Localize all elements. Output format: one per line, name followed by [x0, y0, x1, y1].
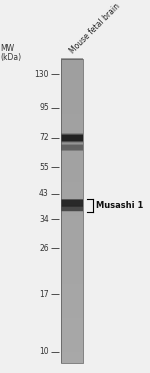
Bar [60, 144, 82, 151]
Bar [60, 133, 82, 143]
Bar [60, 59, 82, 363]
Text: 26: 26 [39, 244, 49, 253]
Bar [60, 198, 82, 207]
Text: 43: 43 [39, 189, 49, 198]
Bar [60, 134, 82, 142]
Text: 34: 34 [39, 215, 49, 224]
Text: 95: 95 [39, 103, 49, 113]
Text: 72: 72 [39, 134, 49, 142]
Bar [60, 207, 82, 211]
Text: 17: 17 [39, 290, 49, 299]
Text: 10: 10 [39, 347, 49, 356]
Bar [60, 206, 82, 211]
Text: MW
(kDa): MW (kDa) [1, 44, 22, 62]
Bar [60, 200, 82, 206]
Text: 55: 55 [39, 163, 49, 172]
Bar [60, 200, 82, 207]
Bar [60, 135, 82, 141]
Text: Musashi 1: Musashi 1 [96, 201, 144, 210]
Bar [60, 145, 82, 150]
Bar [60, 144, 82, 151]
Text: Mouse fetal brain: Mouse fetal brain [68, 1, 122, 55]
Bar [60, 205, 82, 212]
Text: 130: 130 [34, 69, 49, 78]
